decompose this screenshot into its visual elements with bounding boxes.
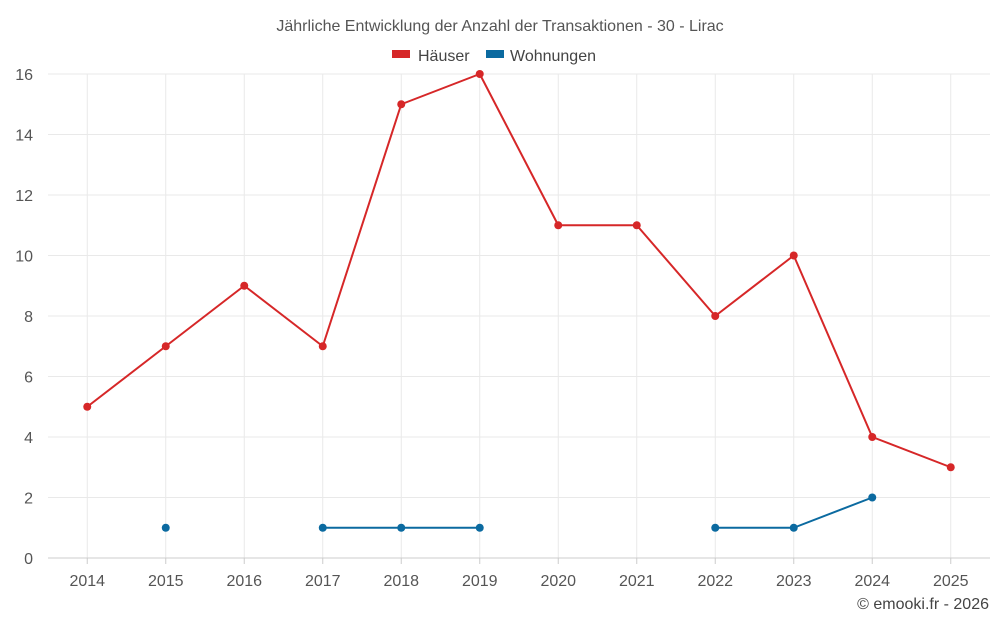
legend-label-wohnungen: Wohnungen [510, 48, 596, 65]
y-tick-label: 4 [24, 430, 33, 447]
data-point-haeuser [711, 312, 720, 320]
data-point-haeuser [632, 221, 641, 230]
series-lines [86, 73, 952, 529]
data-point-haeuser [789, 251, 798, 260]
x-tick-label: 2025 [933, 573, 969, 590]
y-tick-label: 6 [24, 370, 33, 387]
data-point-wohnungen [161, 523, 170, 532]
y-tick-label: 2 [24, 491, 33, 508]
x-tick-label: 2018 [383, 573, 419, 590]
legend-swatch-wohnungen [486, 50, 504, 58]
x-tick-label: 2016 [226, 573, 262, 590]
data-point-wohnungen [318, 523, 327, 532]
chart-credit: © emooki.fr - 2026 [857, 596, 989, 613]
data-point-wohnungen [868, 493, 877, 502]
axes: 0 2 4 6 8 10 12 14 16 2014 2015 2016 2017 2018 2019 202… [15, 67, 990, 590]
data-point-haeuser [397, 100, 406, 109]
x-tick-label: 2015 [148, 573, 184, 590]
legend-item-wohnungen[interactable]: Wohnungen [486, 48, 596, 65]
y-tick-label: 12 [15, 188, 33, 205]
data-point-wohnungen [711, 523, 720, 532]
data-point-haeuser [240, 281, 249, 290]
data-point-haeuser [318, 342, 327, 351]
x-tick-label: 2023 [776, 573, 812, 590]
data-point-haeuser [83, 402, 92, 411]
data-point-wohnungen [789, 523, 798, 532]
legend-label-haeuser: Häuser [418, 48, 470, 65]
data-point-haeuser [475, 70, 484, 78]
x-tick-label: 2020 [540, 573, 576, 590]
data-point-haeuser [161, 342, 170, 351]
y-tick-label: 14 [15, 128, 33, 145]
chart-title: Jährliche Entwicklung der Anzahl der Tra… [276, 18, 723, 35]
data-point-wohnungen [397, 523, 406, 532]
grid [48, 73, 990, 558]
data-point-wohnungen [475, 523, 484, 532]
x-tick-label: 2021 [619, 573, 655, 590]
y-tick-label: 0 [24, 551, 33, 568]
y-tick-label: 10 [15, 249, 33, 266]
y-tick-label: 16 [15, 67, 33, 84]
data-point-haeuser [554, 221, 563, 230]
legend-swatch-haeuser [392, 50, 410, 58]
x-tick-label: 2022 [697, 573, 733, 590]
data-point-haeuser [868, 433, 877, 441]
x-tick-label: 2019 [462, 573, 498, 590]
y-tick-label: 8 [24, 309, 33, 326]
x-tick-label: 2014 [69, 573, 105, 590]
series-points [83, 70, 955, 532]
x-tick-label: 2024 [854, 573, 890, 590]
data-point-haeuser [946, 463, 955, 472]
legend-item-haeuser[interactable]: Häuser [392, 48, 470, 65]
x-tick-label: 2017 [305, 573, 341, 590]
chart-legend: Häuser Wohnungen [392, 48, 596, 65]
series-line-haeuser [86, 73, 952, 469]
